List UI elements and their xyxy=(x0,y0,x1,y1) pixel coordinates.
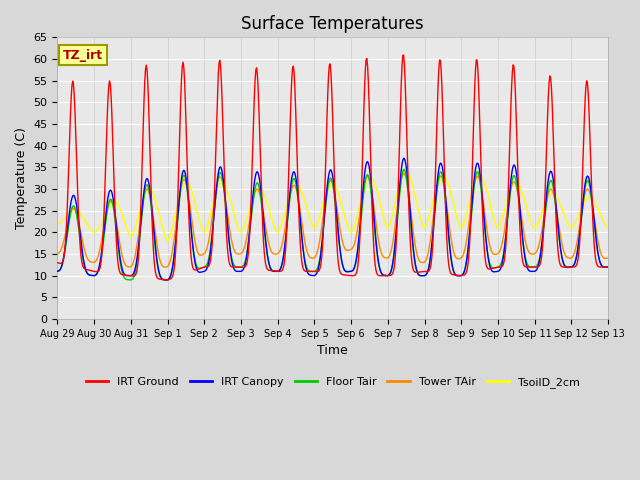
IRT Canopy xyxy=(400,156,408,161)
X-axis label: Time: Time xyxy=(317,344,348,357)
IRT Canopy xyxy=(163,277,171,283)
Floor Tair xyxy=(417,273,425,278)
IRT Ground xyxy=(120,272,128,278)
Tower TAir xyxy=(177,186,184,192)
Tower TAir xyxy=(400,171,408,177)
IRT Ground xyxy=(63,202,71,208)
Line: IRT Ground: IRT Ground xyxy=(58,55,608,280)
IRT Ground xyxy=(417,269,425,275)
Tower TAir xyxy=(161,264,169,270)
IRT Canopy xyxy=(120,271,128,276)
Line: TsoilD_2cm: TsoilD_2cm xyxy=(58,172,608,241)
TsoilD_2cm xyxy=(206,214,214,220)
IRT Ground xyxy=(164,277,172,283)
Floor Tair xyxy=(63,232,71,238)
Floor Tair xyxy=(161,277,169,283)
IRT Ground xyxy=(54,260,61,265)
Floor Tair xyxy=(401,168,409,174)
Line: Tower TAir: Tower TAir xyxy=(58,174,608,267)
IRT Canopy xyxy=(63,227,71,232)
IRT Ground xyxy=(604,264,612,270)
Tower TAir xyxy=(206,231,214,237)
Legend: IRT Ground, IRT Canopy, Floor Tair, Tower TAir, TsoilD_2cm: IRT Ground, IRT Canopy, Floor Tair, Towe… xyxy=(81,372,584,392)
Floor Tair xyxy=(206,250,214,255)
Text: TZ_irt: TZ_irt xyxy=(63,48,103,61)
Tower TAir xyxy=(54,251,61,257)
Tower TAir xyxy=(63,222,71,228)
IRT Canopy xyxy=(401,158,409,164)
TsoilD_2cm xyxy=(54,221,61,227)
TsoilD_2cm xyxy=(604,225,612,231)
Floor Tair xyxy=(604,264,612,270)
IRT Canopy xyxy=(177,181,184,187)
TsoilD_2cm xyxy=(401,169,408,175)
IRT Ground xyxy=(400,52,408,58)
IRT Canopy xyxy=(417,273,425,278)
Y-axis label: Temperature (C): Temperature (C) xyxy=(15,127,28,229)
Tower TAir xyxy=(120,259,128,265)
TsoilD_2cm xyxy=(177,190,184,195)
Tower TAir xyxy=(417,259,425,265)
TsoilD_2cm xyxy=(164,238,172,244)
Title: Surface Temperatures: Surface Temperatures xyxy=(241,15,424,33)
IRT Canopy xyxy=(54,268,61,274)
Floor Tair xyxy=(54,268,61,274)
TsoilD_2cm xyxy=(402,169,410,175)
Tower TAir xyxy=(401,172,409,178)
Line: IRT Canopy: IRT Canopy xyxy=(58,158,608,280)
TsoilD_2cm xyxy=(120,217,128,223)
TsoilD_2cm xyxy=(63,212,71,218)
Floor Tair xyxy=(120,275,128,280)
Line: Floor Tair: Floor Tair xyxy=(58,169,608,280)
IRT Ground xyxy=(177,96,184,102)
IRT Ground xyxy=(206,261,214,266)
TsoilD_2cm xyxy=(417,218,425,224)
Floor Tair xyxy=(400,167,408,172)
Tower TAir xyxy=(604,255,612,261)
IRT Canopy xyxy=(206,253,214,259)
Floor Tair xyxy=(177,186,184,192)
IRT Ground xyxy=(401,79,409,84)
IRT Canopy xyxy=(604,264,612,270)
